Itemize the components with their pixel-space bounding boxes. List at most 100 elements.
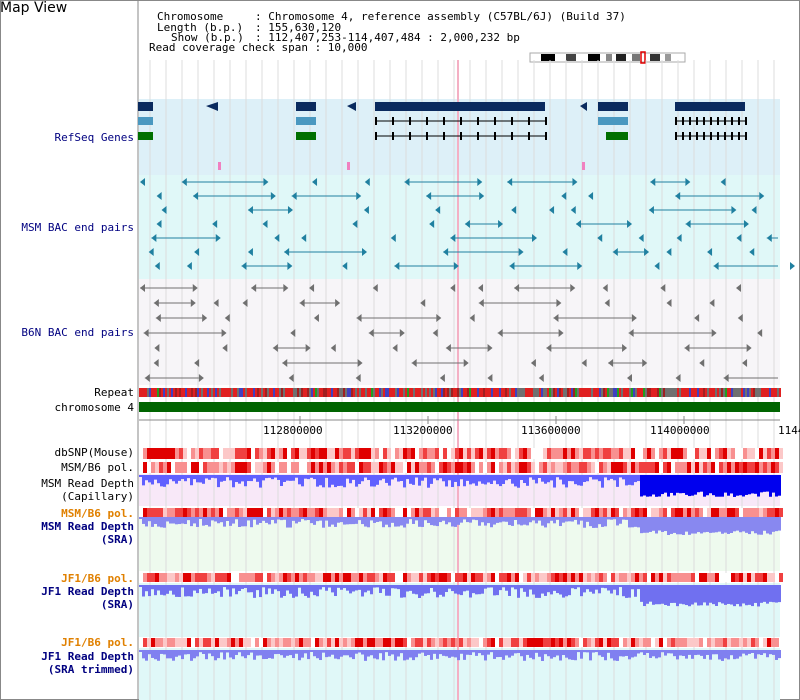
depth-bar (346, 585, 349, 591)
track-label-msm-pol[interactable]: MSM/B6 pol. (61, 461, 134, 474)
depth-bar (607, 650, 610, 653)
depth-bar (700, 517, 703, 534)
depth-bar (283, 517, 286, 520)
chromosome-ideogram[interactable] (529, 51, 686, 64)
repeat-block (271, 388, 273, 397)
heat-cell (331, 573, 335, 582)
heat-cell (615, 508, 619, 517)
repeat-block (705, 388, 707, 397)
track-label-msm-depth-sra[interactable]: MSM Read Depth (41, 520, 134, 533)
heat-cell (459, 638, 463, 647)
track-label-jf1-pol-2[interactable]: JF1/B6 pol. (61, 636, 134, 649)
jf1-trimmed-depth-track[interactable] (139, 650, 781, 661)
heat-cell (475, 638, 479, 647)
heat-cell (315, 508, 319, 517)
msm-bac-end-pairs[interactable] (140, 178, 800, 270)
dbsnp-heat-track[interactable] (139, 448, 783, 459)
repeat-block (425, 388, 427, 397)
track-label-msm-pol-2[interactable]: MSM/B6 pol. (61, 507, 134, 520)
depth-bar (661, 475, 664, 495)
track-label-jf1-pol[interactable]: JF1/B6 pol. (61, 572, 134, 585)
chromosome-bar[interactable] (139, 402, 780, 412)
repeat-block (343, 388, 345, 397)
depth-bar (370, 585, 373, 595)
track-label-jf1-depth-sra[interactable]: JF1 Read Depth (41, 585, 134, 598)
depth-bar (760, 517, 763, 535)
msm-sra-depth-track[interactable] (139, 517, 781, 535)
repeat-block (605, 388, 607, 397)
depth-bar (247, 650, 250, 656)
depth-bar (307, 475, 310, 480)
heat-cell (607, 638, 611, 647)
track-label-dbsnp[interactable]: dbSNP(Mouse) (54, 446, 134, 459)
refseq-genes[interactable] (138, 102, 747, 170)
heat-cell (351, 508, 355, 517)
jf1-sra-depth-track[interactable] (139, 585, 781, 607)
repeat-block (481, 388, 483, 397)
depth-bar (487, 517, 490, 524)
jf1-pol-heat-track-2[interactable] (139, 638, 783, 647)
depth-bar (775, 475, 778, 497)
repeat-block (143, 388, 145, 397)
heat-cell (595, 508, 599, 517)
depth-bar (670, 585, 673, 603)
depth-bar (610, 517, 613, 520)
depth-bar (586, 475, 589, 482)
repeat-block (505, 388, 507, 397)
depth-bar (700, 475, 703, 492)
b6n-bac-end-pairs[interactable] (140, 284, 800, 382)
msm-capillary-depth-track[interactable] (139, 475, 781, 497)
heat-cell (483, 508, 487, 517)
depth-bar (694, 585, 697, 603)
depth-bar (142, 585, 145, 597)
heat-cell (203, 462, 207, 473)
msm-pol-heat-track[interactable] (139, 462, 783, 473)
bac-end-marker (608, 359, 614, 367)
track-label-msm-bac[interactable]: MSM BAC end pairs (21, 221, 134, 234)
track-label-repeat[interactable]: Repeat (94, 386, 134, 399)
repeat-block (467, 388, 469, 397)
heat-cell (271, 462, 275, 473)
jf1-pol-heat-track[interactable] (139, 573, 783, 582)
depth-bar (418, 585, 421, 598)
depth-bar (193, 475, 196, 480)
depth-bar (718, 585, 721, 603)
heat-cell (415, 448, 419, 459)
bac-end-marker (511, 206, 517, 214)
track-label-jf1-depth-trimmed[interactable]: JF1 Read Depth (41, 650, 134, 663)
heat-cell (675, 638, 679, 647)
depth-bar (733, 650, 736, 660)
depth-bar (220, 475, 223, 482)
heat-cell (427, 573, 431, 582)
repeat-block (697, 388, 699, 397)
repeat-block (183, 388, 185, 397)
repeat-track[interactable] (139, 388, 781, 397)
depth-bar (577, 517, 580, 525)
gene-exon (206, 102, 218, 111)
depth-bar (427, 585, 430, 594)
gene-exon (745, 132, 747, 140)
depth-bar (604, 585, 607, 589)
heat-cell (299, 573, 303, 582)
depth-bar (499, 475, 502, 487)
depth-bar (337, 650, 340, 660)
heat-cell (767, 573, 771, 582)
depth-bar (496, 585, 499, 596)
bac-end-marker (342, 262, 348, 270)
repeat-block (681, 388, 683, 397)
heat-cell (383, 448, 387, 459)
heat-cell (155, 573, 159, 582)
heat-cell (423, 638, 427, 647)
depth-bar (715, 585, 718, 606)
bac-end-marker (352, 220, 358, 228)
track-label-chromosome[interactable]: chromosome 4 (54, 401, 134, 414)
track-label-b6n-bac[interactable]: B6N BAC end pairs (21, 326, 134, 339)
heat-cell (223, 638, 227, 647)
heat-cell (151, 508, 155, 517)
msm-pol-heat-track-2[interactable] (139, 508, 783, 517)
track-label-msm-depth-capillary[interactable]: MSM Read Depth (41, 477, 134, 490)
depth-bar (631, 475, 634, 486)
heat-cell (539, 448, 543, 459)
track-label-refseq[interactable]: RefSeq Genes (54, 131, 134, 144)
